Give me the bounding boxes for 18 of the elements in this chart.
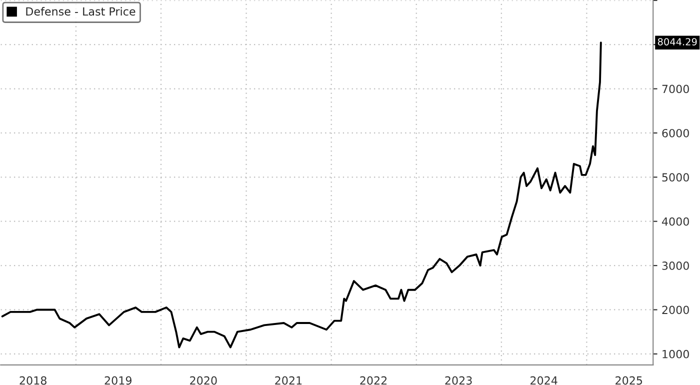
y-tick-label: 4000 bbox=[662, 217, 689, 226]
line-series bbox=[1, 42, 602, 348]
y-tick-label: 1000 bbox=[662, 350, 689, 358]
x-tick-label: 2025 bbox=[616, 376, 642, 385]
y-tick-label: 2000 bbox=[662, 306, 689, 314]
y-tick-label: 5000 bbox=[662, 173, 689, 182]
text: 8044.29 bbox=[658, 38, 697, 46]
x-tick-label: 2020 bbox=[190, 376, 217, 385]
legend-label: Defense - Last Price bbox=[26, 7, 136, 16]
y-tick-label: 3000 bbox=[662, 262, 689, 270]
x-tick-label: 2024 bbox=[530, 376, 558, 385]
x-tick-label: 2023 bbox=[445, 376, 472, 385]
y-tick-label: 7000 bbox=[662, 84, 689, 94]
x-tick-label: 2018 bbox=[20, 376, 46, 385]
y-tick-label: 6000 bbox=[662, 128, 689, 138]
x-tick-label: 2021 bbox=[275, 376, 302, 385]
x-tick-label: 2022 bbox=[360, 376, 387, 385]
x-tick-label: 2019 bbox=[104, 376, 132, 385]
